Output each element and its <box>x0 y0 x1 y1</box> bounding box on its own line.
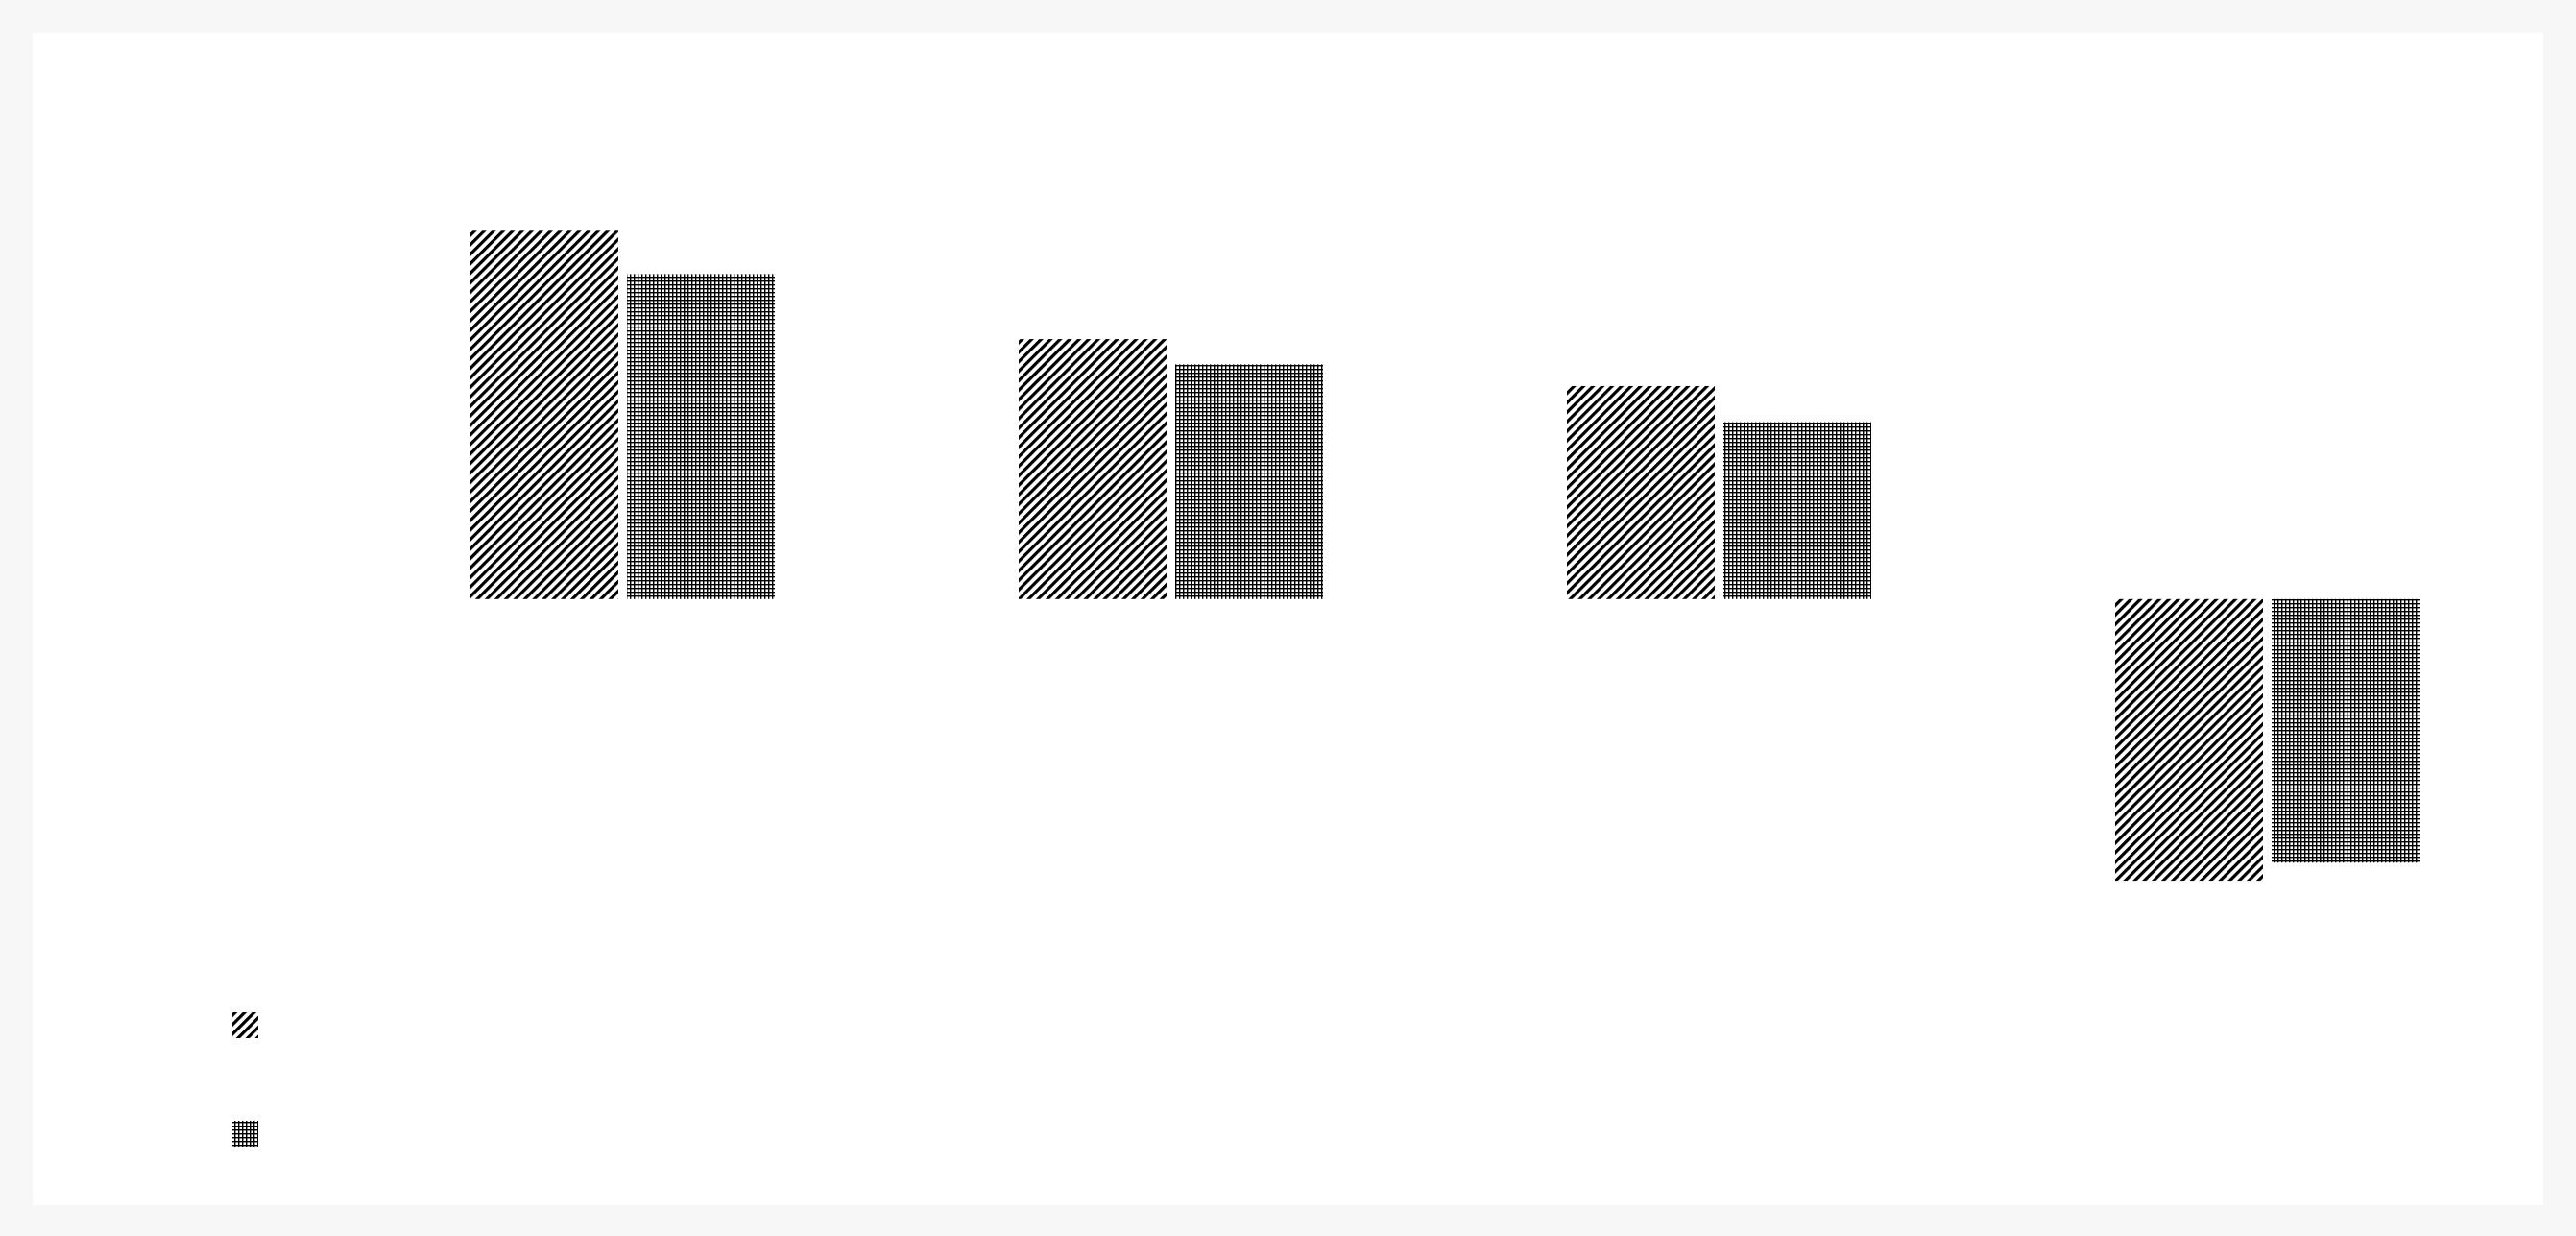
bar-series-2-category-1 <box>627 274 775 599</box>
bars-layer <box>470 230 2420 882</box>
legend <box>232 1012 258 1147</box>
bar-series-2-category-2 <box>1175 364 1323 599</box>
legend-swatch-series-1 <box>232 1012 258 1038</box>
bar-series-1-category-3 <box>1567 385 1715 599</box>
bar-series-2-category-3 <box>1723 422 1871 599</box>
bar-series-1-category-2 <box>1019 339 1167 599</box>
bar-series-1-category-4 <box>2115 598 2263 882</box>
bar-series-1-category-1 <box>470 230 618 599</box>
bar-series-2-category-4 <box>2272 598 2420 863</box>
legend-swatch-series-2 <box>232 1121 258 1147</box>
